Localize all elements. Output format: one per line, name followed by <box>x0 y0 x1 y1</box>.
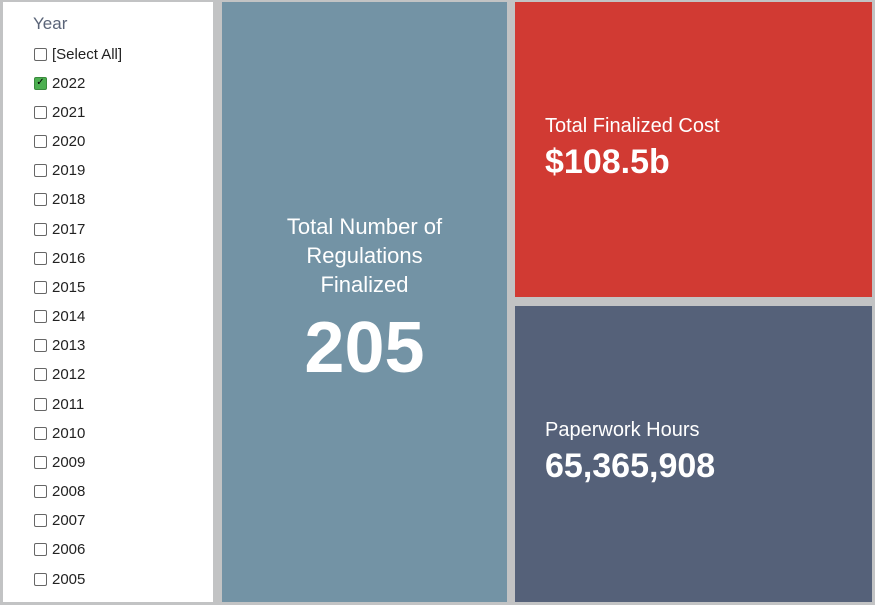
option-label: 2019 <box>52 162 86 180</box>
option-label: 2016 <box>52 249 86 267</box>
checkbox[interactable] <box>34 310 47 324</box>
option-label: 2010 <box>52 424 86 442</box>
year-option[interactable]: 2020 <box>34 132 85 152</box>
checkbox[interactable] <box>34 543 47 557</box>
year-option[interactable]: 2014 <box>34 307 85 327</box>
checkbox[interactable] <box>34 339 47 353</box>
year-option[interactable]: 2018 <box>34 190 85 210</box>
option-label: [Select All] <box>52 45 123 63</box>
year-option[interactable]: 2017 <box>34 219 85 239</box>
year-option[interactable]: 2015 <box>34 277 85 297</box>
option-label: 2009 <box>52 453 86 471</box>
year-filter-panel: Year [Select All] ✓ 2022 2021 2020 2019 2018 20… <box>3 2 213 602</box>
option-label: 2022 <box>52 74 86 92</box>
option-label: 2017 <box>52 220 86 238</box>
checkbox[interactable] <box>34 368 47 382</box>
checkbox[interactable] <box>34 135 47 148</box>
option-label: 2015 <box>52 278 86 296</box>
year-option[interactable]: 2009 <box>34 452 85 472</box>
checkbox[interactable]: ✓ <box>34 76 47 90</box>
option-label: 2005 <box>52 570 86 588</box>
card-label: Total Number of Regulations Finalized <box>286 214 443 297</box>
option-label: 2007 <box>52 512 86 530</box>
year-option[interactable]: 2008 <box>34 482 85 502</box>
card-label: Total Finalized Cost <box>545 115 720 137</box>
year-option[interactable]: 2012 <box>34 365 85 385</box>
year-option[interactable]: 2011 <box>34 394 84 414</box>
checkbox[interactable] <box>34 485 47 499</box>
checkbox[interactable] <box>34 164 47 178</box>
checkbox[interactable] <box>34 222 47 236</box>
card-value: 205 <box>304 308 425 388</box>
option-label: 2008 <box>52 483 86 501</box>
finalized-cost-card: Total Finalized Cost $108.5b <box>515 2 872 297</box>
card-label: Paperwork Hours <box>545 419 700 441</box>
year-option[interactable]: 2013 <box>34 336 85 356</box>
checkbox[interactable] <box>34 47 47 61</box>
option-label: 2011 <box>52 395 85 413</box>
checkbox[interactable] <box>34 426 47 440</box>
option-label: 2014 <box>52 308 86 326</box>
year-option[interactable]: [Select All] <box>34 44 122 64</box>
option-label: 2012 <box>52 366 86 384</box>
checkbox[interactable] <box>34 514 47 528</box>
year-option[interactable]: 2006 <box>34 540 85 560</box>
paperwork-hours-card: Paperwork Hours 65,365,908 <box>515 306 872 602</box>
checkbox[interactable] <box>34 397 47 411</box>
year-option[interactable]: 2021 <box>34 102 85 122</box>
option-label: 2018 <box>52 191 86 209</box>
checkbox[interactable] <box>34 572 47 586</box>
option-label: 2020 <box>52 133 86 150</box>
checkbox[interactable] <box>34 193 47 207</box>
card-value: $108.5b <box>545 143 670 181</box>
option-label: 2021 <box>52 103 86 121</box>
year-option[interactable]: 2019 <box>34 161 85 181</box>
regulations-count-card: Total Number of Regulations Finalized 20… <box>222 2 507 602</box>
year-option[interactable]: ✓ 2022 <box>34 73 85 93</box>
checkbox[interactable] <box>34 455 47 469</box>
checkbox[interactable] <box>34 105 47 119</box>
year-option[interactable]: 2016 <box>34 248 85 268</box>
option-label: 2013 <box>52 337 86 355</box>
year-option[interactable]: 2010 <box>34 423 85 443</box>
option-label: 2006 <box>52 541 86 559</box>
checkbox[interactable] <box>34 280 47 294</box>
year-option[interactable]: 2007 <box>34 511 85 531</box>
card-value: 65,365,908 <box>545 447 716 485</box>
filter-title: Year <box>33 14 68 33</box>
year-option[interactable]: 2005 <box>34 569 85 589</box>
checkbox[interactable] <box>34 251 47 265</box>
